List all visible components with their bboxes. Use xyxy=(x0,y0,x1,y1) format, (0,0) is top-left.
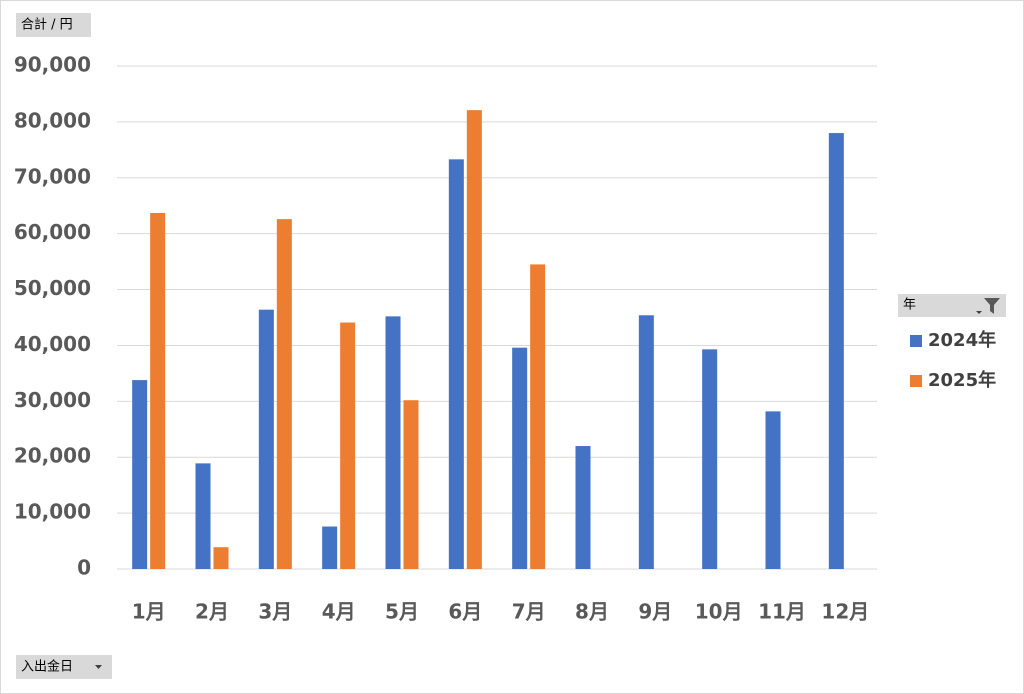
dropdown-arrow xyxy=(976,311,982,314)
bar xyxy=(385,316,401,569)
x-tick-label: 6月 xyxy=(448,600,482,624)
bar xyxy=(702,349,718,569)
bar xyxy=(765,411,781,569)
bar xyxy=(322,526,338,569)
y-tick-label: 0 xyxy=(77,556,91,580)
x-tick-label: 8月 xyxy=(575,600,609,624)
y-tick-label: 50,000 xyxy=(14,276,91,300)
bar xyxy=(276,219,292,569)
bar xyxy=(530,264,546,569)
values-field-button[interactable] xyxy=(16,13,91,37)
legend-swatch xyxy=(910,375,922,387)
x-tick-label: 4月 xyxy=(322,600,356,624)
bar xyxy=(512,347,528,569)
x-tick-label: 3月 xyxy=(258,600,292,624)
bar xyxy=(150,212,166,569)
x-tick-label: 12月 xyxy=(821,600,869,624)
x-tick-label: 11月 xyxy=(758,600,806,624)
x-tick-label: 9月 xyxy=(638,600,672,624)
filter-icon xyxy=(984,298,1000,314)
bar xyxy=(828,133,844,570)
bar xyxy=(638,315,654,569)
y-tick-label: 30,000 xyxy=(14,388,91,412)
bar xyxy=(258,309,274,569)
x-tick-label: 10月 xyxy=(695,600,743,624)
values-field-label: 合計 / 円 xyxy=(21,17,73,33)
bar xyxy=(575,446,591,569)
bar xyxy=(195,463,211,569)
y-tick-label: 70,000 xyxy=(14,164,91,188)
x-tick-label: 5月 xyxy=(385,600,419,624)
legend-swatch xyxy=(910,335,922,347)
bar xyxy=(213,547,229,569)
bar xyxy=(448,159,464,569)
y-tick-label: 40,000 xyxy=(14,332,91,356)
y-tick-label: 10,000 xyxy=(14,500,91,524)
x-tick-label: 7月 xyxy=(512,600,546,624)
y-tick-label: 80,000 xyxy=(14,108,91,132)
bar xyxy=(403,400,419,569)
x-tick-label: 2月 xyxy=(195,600,229,624)
axis-field-label: 入出金日 xyxy=(21,659,73,675)
axis-field-button[interactable] xyxy=(16,655,112,679)
y-tick-label: 20,000 xyxy=(14,444,91,468)
bar xyxy=(340,322,356,569)
bar xyxy=(466,110,482,569)
x-tick-label: 1月 xyxy=(132,600,166,624)
legend-label: 2024年 xyxy=(928,329,996,351)
legend-label: 2025年 xyxy=(928,369,996,391)
y-tick-label: 60,000 xyxy=(14,220,91,244)
bar xyxy=(132,380,148,569)
dropdown-arrow xyxy=(95,665,102,669)
legend-field-label: 年 xyxy=(903,298,916,313)
y-tick-label: 90,000 xyxy=(14,53,91,77)
